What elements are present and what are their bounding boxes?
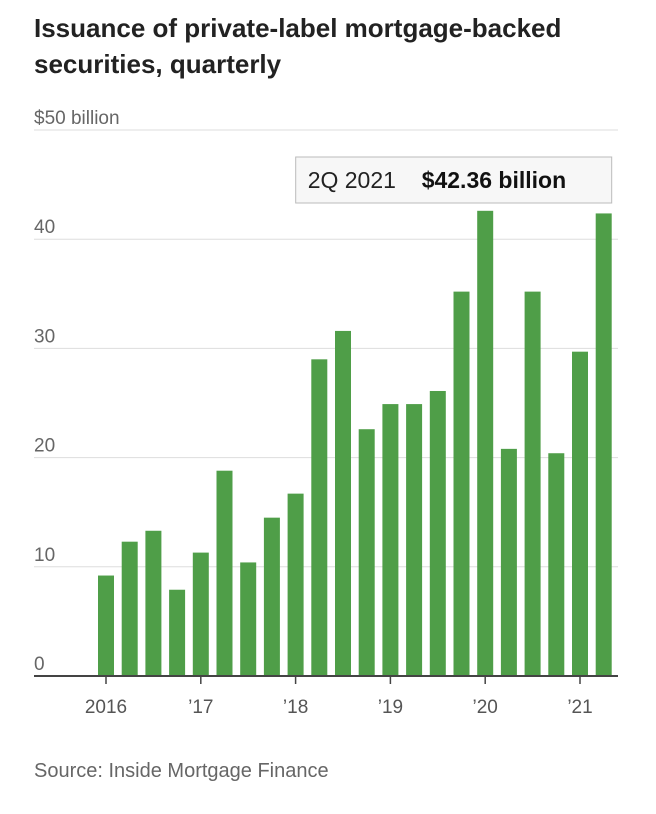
source-note: Source: Inside Mortgage Finance xyxy=(34,760,329,782)
bar[interactable]: 4Q 2017: 14.5 xyxy=(263,517,280,676)
bar[interactable]: 1Q 2018: 16.7 xyxy=(287,493,304,676)
bar[interactable]: 4Q 2020: 20.4 xyxy=(548,453,565,676)
bar[interactable]: 3Q 2017: 10.4 xyxy=(240,562,257,676)
x-tick-label: ’18 xyxy=(283,697,308,718)
tooltip-period: 2Q 2021 xyxy=(308,167,396,193)
bar[interactable]: 4Q 2018: 22.6 xyxy=(358,429,375,676)
bar[interactable]: 4Q 2016: 7.9 xyxy=(169,589,186,676)
y-tick-label: 40 xyxy=(34,217,55,238)
bar[interactable]: 2Q 2017: 18.8 xyxy=(216,470,233,676)
x-tick-label: ’17 xyxy=(188,697,213,718)
y-tick-label: 0 xyxy=(34,654,45,675)
bar[interactable]: 3Q 2019: 26.1 xyxy=(429,390,446,676)
y-tick-label: 20 xyxy=(34,436,55,457)
x-tick-label: 2016 xyxy=(85,697,127,718)
bar[interactable]: 3Q 2016: 13.3 xyxy=(145,530,162,676)
x-axis-tick-labels: 2016 ’17 ’18 ’19 ’20 ’21 xyxy=(85,676,593,718)
bar[interactable]: 3Q 2018: 31.6 xyxy=(335,330,351,676)
bar[interactable]: 1Q 2016: 9.2 xyxy=(98,575,114,676)
tooltip: 2Q 2021 $42.36 billion xyxy=(295,156,613,204)
bar[interactable]: 4Q 2019: 35.2 xyxy=(453,291,470,676)
bar[interactable]: 2Q 2021: 42.36 xyxy=(595,213,612,676)
x-tick-label: ’20 xyxy=(473,697,498,718)
chart-title: Issuance of private-label mortgage-backe… xyxy=(34,13,562,79)
bar[interactable]: 1Q 2017: 11.3 xyxy=(192,552,209,676)
y-tick-label: 30 xyxy=(34,326,55,347)
bar[interactable]: 2Q 2018: 29 xyxy=(311,359,328,676)
bar[interactable]: 3Q 2020: 35.2 xyxy=(524,291,541,676)
tooltip-value: $42.36 billion xyxy=(422,167,566,193)
y-axis-tick-labels: 0 10 20 30 40 $50 billion xyxy=(34,108,120,675)
bar[interactable]: 2Q 2020: 20.8 xyxy=(500,448,517,676)
bar[interactable]: 1Q 2020: 42.6 xyxy=(477,210,494,677)
bars: 1Q 2016: 9.2 2Q 2016: 12.3 3Q 2016: 13.3 4Q… xyxy=(98,210,612,677)
bar[interactable]: 1Q 2019: 24.9 xyxy=(382,404,399,676)
y-tick-label: $50 billion xyxy=(34,108,120,129)
x-tick-label: ’19 xyxy=(378,697,403,718)
tooltip-box xyxy=(295,156,613,204)
y-tick-label: 10 xyxy=(34,545,55,566)
bar[interactable]: 1Q 2021: 29.7 xyxy=(572,351,588,676)
bar[interactable]: 2Q 2016: 12.3 xyxy=(121,541,138,676)
x-tick-label: ’21 xyxy=(567,697,592,718)
bar[interactable]: 2Q 2019: 24.9 xyxy=(406,404,423,676)
